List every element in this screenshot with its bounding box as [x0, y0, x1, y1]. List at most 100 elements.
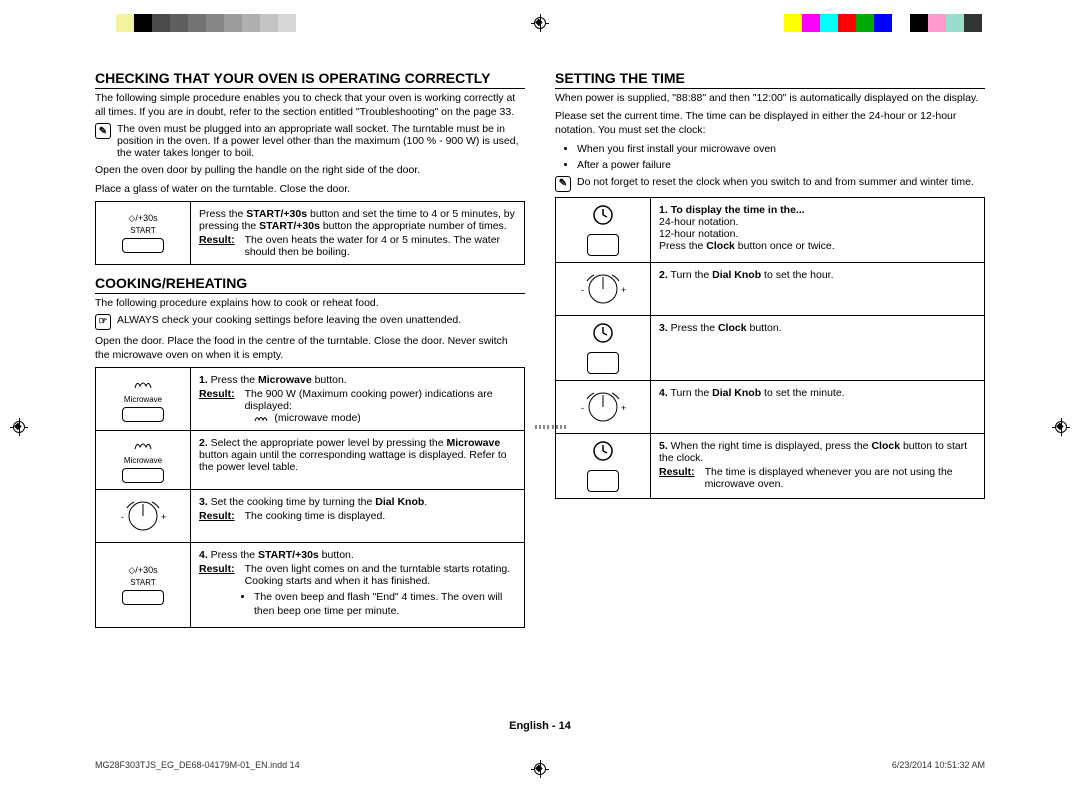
- table-row: 5. When the right time is displayed, pre…: [556, 433, 985, 498]
- result-text: The cooking time is displayed.: [245, 510, 516, 522]
- start-label: START: [104, 226, 182, 235]
- right-column: SETTING THE TIME When power is supplied,…: [555, 70, 985, 633]
- color-swatch: [892, 14, 910, 32]
- svg-text:-: -: [581, 285, 584, 295]
- left-column: CHECKING THAT YOUR OVEN IS OPERATING COR…: [95, 70, 525, 633]
- intro-text: The following procedure explains how to …: [95, 296, 525, 310]
- svg-text:-: -: [121, 512, 124, 522]
- clock-icon: [592, 204, 614, 226]
- time-table: 1. To display the time in the...24-hour …: [555, 197, 985, 499]
- instruction-cell: 4. Press the START/+30s button.Result:Th…: [191, 543, 525, 627]
- note-icon: ✎: [95, 123, 111, 139]
- cooking-table: Microwave 1. Press the Microwave button.…: [95, 367, 525, 627]
- button-outline: [122, 590, 164, 605]
- clock-icon: [592, 440, 614, 462]
- button-icon-cell: -+: [556, 380, 651, 433]
- color-swatch: [802, 14, 820, 32]
- button-icon-cell: ◇/+30s START: [96, 201, 191, 264]
- instruction-cell: 1. Press the Microwave button.Result:The…: [191, 368, 525, 431]
- button-icon-cell: Microwave: [96, 431, 191, 490]
- microwave-icon: [132, 376, 154, 390]
- result-text: The time is displayed whenever you are n…: [705, 466, 976, 490]
- color-swatch: [260, 14, 278, 32]
- hand-icon: ☞: [95, 314, 111, 330]
- section-heading-cooking: COOKING/REHEATING: [95, 275, 525, 294]
- instruction-text: Open the door. Place the food in the cen…: [95, 334, 525, 362]
- document-footer: MG28F303TJS_EG_DE68-04179M-01_EN.indd 14…: [95, 760, 985, 770]
- microwave-icon: [132, 437, 154, 451]
- table-row: -+ 4. Turn the Dial Knob to set the minu…: [556, 380, 985, 433]
- button-outline: [587, 234, 619, 256]
- color-swatch: [188, 14, 206, 32]
- note-text: ALWAYS check your cooking settings befor…: [117, 314, 525, 326]
- svg-text:+: +: [621, 403, 626, 413]
- start-label: START: [104, 578, 182, 587]
- result-text: The oven heats the water for 4 or 5 minu…: [245, 234, 516, 258]
- button-outline: [587, 470, 619, 492]
- registration-mark: [10, 418, 28, 436]
- color-swatch: [910, 14, 928, 32]
- microwave-label: Microwave: [104, 395, 182, 404]
- dial-knob-icon: -+: [578, 269, 628, 309]
- section-heading-time: SETTING THE TIME: [555, 70, 985, 89]
- button-icon-cell: [556, 315, 651, 380]
- button-outline: [122, 468, 164, 483]
- button-outline: [587, 352, 619, 374]
- instruction-cell: 4. Turn the Dial Knob to set the minute.: [651, 380, 985, 433]
- intro-text: When power is supplied, "88:88" and then…: [555, 91, 985, 105]
- result-label: Result:: [199, 234, 235, 258]
- list-item: After a power failure: [577, 158, 985, 172]
- list-item: The oven beep and flash "End" 4 times. T…: [254, 590, 516, 618]
- dial-knob-icon: -+: [118, 496, 168, 536]
- page-content: CHECKING THAT YOUR OVEN IS OPERATING COR…: [95, 70, 985, 633]
- instruction-cell: 2. Select the appropriate power level by…: [191, 431, 525, 490]
- result-label: Result:: [199, 388, 235, 424]
- color-swatch: [134, 14, 152, 32]
- note-icon: ✎: [555, 176, 571, 192]
- color-swatch: [98, 14, 116, 32]
- check-table: ◇/+30s START Press the START/+30s button…: [95, 201, 525, 265]
- instruction-text: Open the oven door by pulling the handle…: [95, 163, 525, 177]
- instruction-cell: Press the START/+30s button and set the …: [191, 201, 525, 264]
- color-swatch: [242, 14, 260, 32]
- bullet-list: When you first install your microwave ov…: [555, 142, 985, 172]
- button-outline: [122, 407, 164, 422]
- table-row: Microwave 1. Press the Microwave button.…: [96, 368, 525, 431]
- start-icon: ◇/+30s: [128, 565, 157, 575]
- result-text: The oven light comes on and the turntabl…: [245, 563, 516, 587]
- table-row: 3. Press the Clock button.: [556, 315, 985, 380]
- svg-text:+: +: [621, 285, 626, 295]
- color-swatch: [838, 14, 856, 32]
- table-row: ◇/+30s START 4. Press the START/+30s but…: [96, 543, 525, 627]
- instruction-text: Place a glass of water on the turntable.…: [95, 182, 525, 196]
- note-block: ✎ Do not forget to reset the clock when …: [555, 176, 985, 192]
- page-number: English - 14: [0, 720, 1080, 732]
- timestamp: 6/23/2014 10:51:32 AM: [892, 760, 985, 770]
- instruction-cell: 5. When the right time is displayed, pre…: [651, 433, 985, 498]
- table-row: -+ 2. Turn the Dial Knob to set the hour…: [556, 262, 985, 315]
- color-swatch: [856, 14, 874, 32]
- start-icon: ◇/+30s: [128, 213, 157, 223]
- result-label: Result:: [199, 510, 235, 522]
- note-text: Do not forget to reset the clock when yo…: [577, 176, 985, 188]
- result-text: The 900 W (Maximum cooking power) indica…: [245, 388, 516, 424]
- printer-color-bar-right: [784, 14, 982, 32]
- color-swatch: [278, 14, 296, 32]
- button-icon-cell: ◇/+30s START: [96, 543, 191, 627]
- result-label: Result:: [659, 466, 695, 490]
- color-swatch: [116, 14, 134, 32]
- instruction-cell: 2. Turn the Dial Knob to set the hour.: [651, 262, 985, 315]
- button-icon-cell: -+: [556, 262, 651, 315]
- clock-icon: [592, 322, 614, 344]
- intro-text: The following simple procedure enables y…: [95, 91, 525, 119]
- color-swatch: [224, 14, 242, 32]
- button-icon-cell: [556, 433, 651, 498]
- list-item: When you first install your microwave ov…: [577, 142, 985, 156]
- result-label: Result:: [199, 563, 235, 587]
- file-path: MG28F303TJS_EG_DE68-04179M-01_EN.indd 14: [95, 760, 300, 770]
- note-block: ☞ ALWAYS check your cooking settings bef…: [95, 314, 525, 330]
- button-icon-cell: Microwave: [96, 368, 191, 431]
- color-swatch: [206, 14, 224, 32]
- color-swatch: [784, 14, 802, 32]
- svg-text:-: -: [581, 403, 584, 413]
